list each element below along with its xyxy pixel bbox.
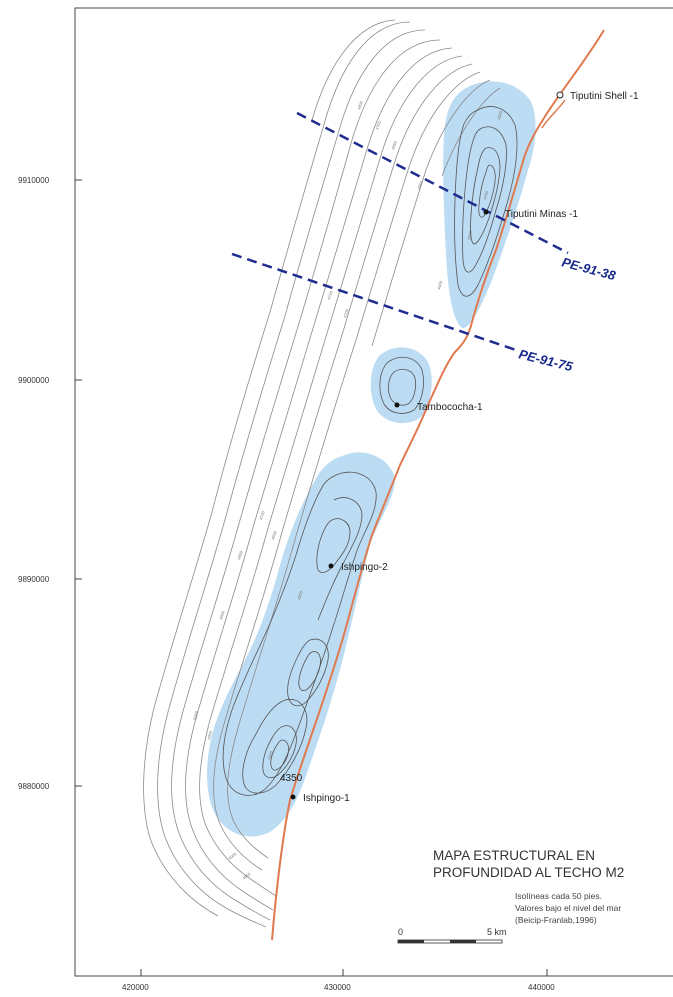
x-tick-label: 420000 — [122, 983, 149, 992]
svg-text:4500: 4500 — [296, 590, 304, 601]
svg-text:5000: 5000 — [192, 710, 199, 721]
well-label-tambococha: Tambococha-1 — [417, 402, 483, 413]
svg-text:4950: 4950 — [206, 730, 213, 741]
map-note-line-2: Valores bajo el nivel del mar — [515, 903, 621, 913]
scale-start-label: 0 — [398, 927, 403, 937]
well-marker-tiputini-shell — [556, 91, 564, 99]
closure-south — [207, 452, 395, 837]
map-title-line-1: MAPA ESTRUCTURAL EN — [433, 848, 595, 863]
section-label-pe-91-75: PE-91-75 — [517, 346, 575, 374]
contours-regional — [143, 19, 501, 928]
contour-value-labels: 4800 4700 4650 4550 4750 4700 4700 4650 … — [192, 100, 503, 881]
svg-text:4600: 4600 — [436, 280, 443, 291]
map-frame — [74, 7, 673, 977]
svg-text:4800: 4800 — [356, 100, 364, 111]
scale-end-label: 5 km — [487, 927, 507, 937]
scale-bar: 0 5 km — [397, 927, 507, 944]
well-label-tiputini-shell: Tiputini Shell -1 — [570, 91, 639, 102]
y-tick-label: 9880000 — [18, 782, 50, 791]
svg-text:4900: 4900 — [218, 610, 226, 621]
section-label-pe-91-38: PE-91-38 — [560, 254, 618, 283]
svg-text:4850: 4850 — [241, 871, 252, 881]
well-marker-ishpingo-2 — [328, 563, 334, 569]
map-note-line-1: Isolíneas cada 50 pies. — [515, 891, 602, 901]
x-tick-label: 430000 — [324, 983, 351, 992]
x-tick-label: 440000 — [528, 983, 555, 992]
well-marker-ishpingo-1 — [290, 794, 296, 800]
closure-tambococha — [370, 347, 432, 424]
svg-text:4450: 4450 — [482, 190, 489, 201]
contours-south-closure — [222, 471, 377, 796]
svg-text:4700: 4700 — [258, 510, 266, 521]
svg-text:4500: 4500 — [466, 230, 473, 241]
svg-text:4700: 4700 — [342, 308, 350, 319]
svg-text:4700: 4700 — [374, 120, 382, 131]
well-label-tiputini-minas: Tiputini Minas -1 — [505, 209, 578, 220]
section-line-pe-91-38 — [296, 111, 569, 255]
svg-text:4850: 4850 — [236, 550, 244, 561]
y-axis: 9910000 9900000 9890000 9880000 — [18, 176, 82, 791]
svg-text:4550: 4550 — [416, 180, 424, 191]
map-title-line-2: PROFUNDIDAD AL TECHO M2 — [433, 865, 624, 880]
well-label-ishpingo-1: Ishpingo-1 — [303, 793, 350, 804]
svg-text:4500: 4500 — [496, 110, 503, 121]
well-marker-tambococha — [394, 402, 400, 408]
svg-text:4650: 4650 — [270, 530, 278, 541]
map-note-line-3: (Beicip-Franlab,1996) — [515, 915, 597, 925]
svg-text:4900: 4900 — [227, 851, 238, 861]
fault-line — [271, 29, 605, 941]
y-tick-label: 9890000 — [18, 575, 50, 584]
depth-label: 4350 — [280, 773, 303, 784]
svg-text:4400: 4400 — [266, 750, 274, 761]
svg-text:4750: 4750 — [326, 290, 334, 301]
well-label-ishpingo-2: Ishpingo-2 — [341, 562, 388, 573]
x-axis: 420000 430000 440000 — [122, 969, 555, 992]
y-tick-label: 9900000 — [18, 376, 50, 385]
contours-north-closure — [454, 106, 518, 297]
svg-text:4650: 4650 — [390, 140, 398, 151]
section-line-pe-91-75 — [231, 252, 517, 352]
y-tick-label: 9910000 — [18, 176, 50, 185]
well-marker-tiputini-minas — [483, 209, 489, 215]
fault-splay — [541, 99, 566, 129]
contours-tambococha — [379, 356, 424, 414]
wells: Tiputini Shell -1 Tiputini Minas -1 Tamb… — [280, 91, 639, 804]
